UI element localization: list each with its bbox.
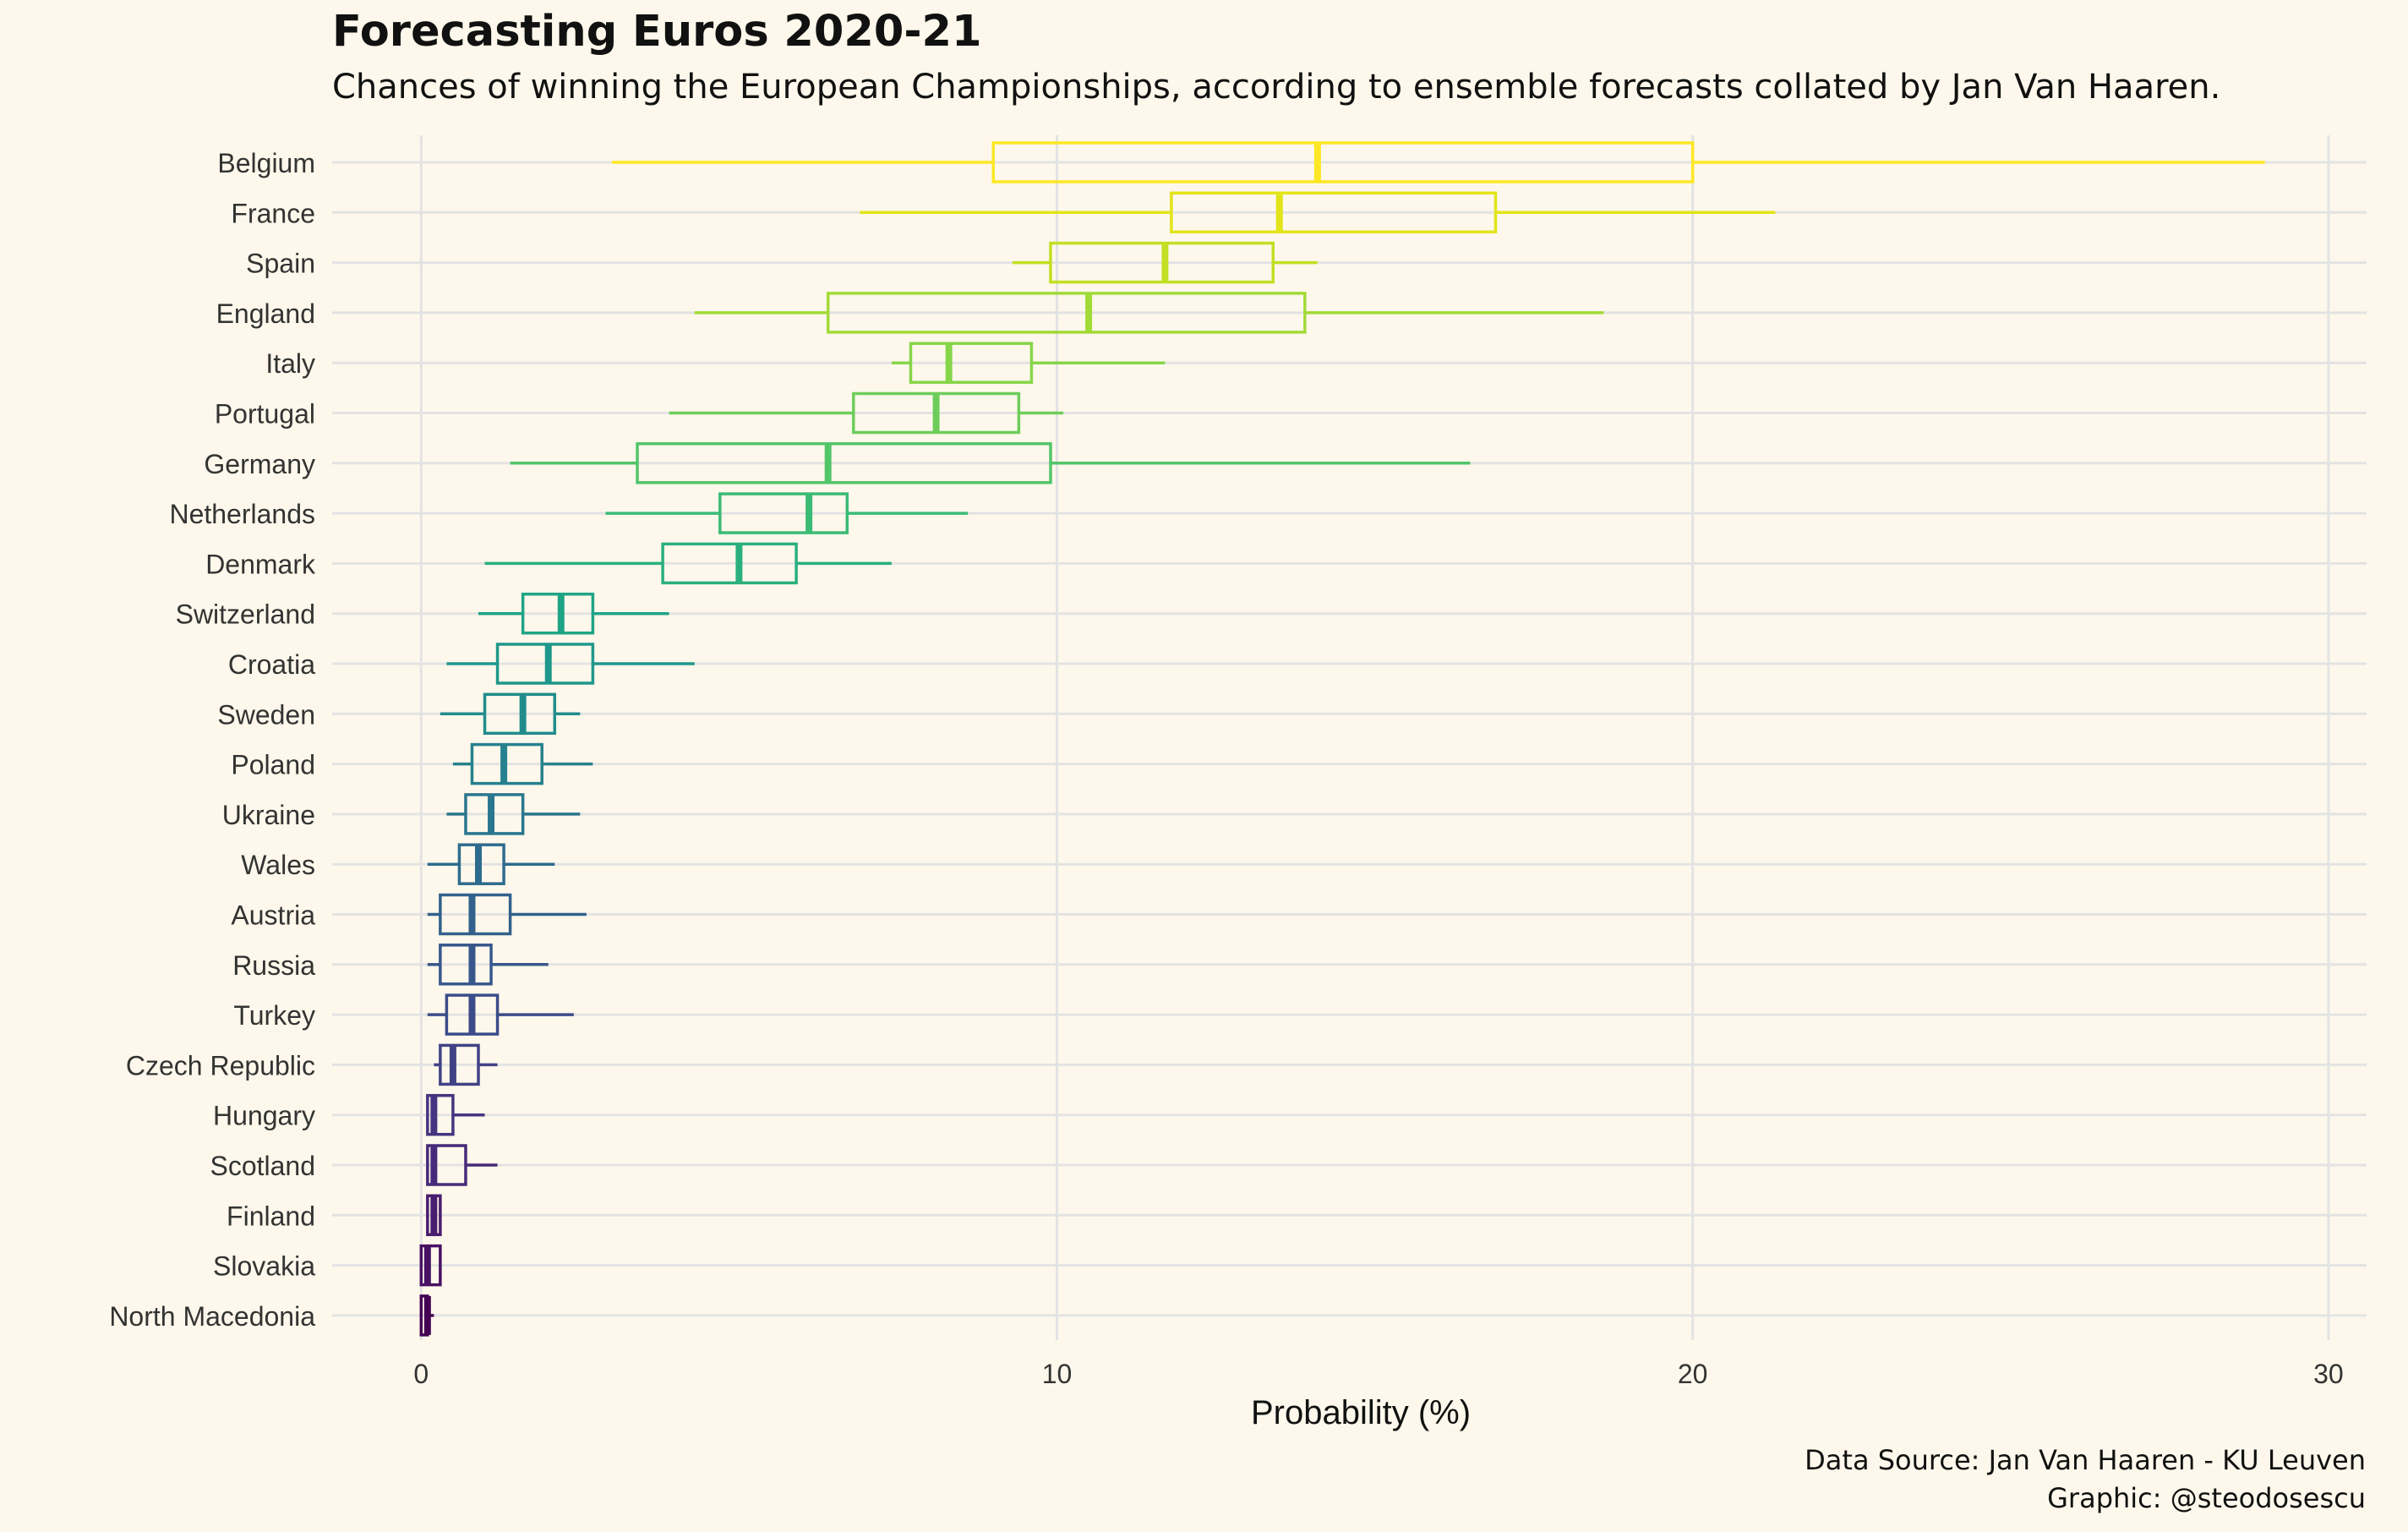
label-layer: 0 10 20 30 Belgium France Spain England Italy Por… xyxy=(109,148,2343,1389)
y-tick-label-wales: Wales xyxy=(241,850,315,880)
box-spain xyxy=(1012,241,1318,284)
mark-layer xyxy=(419,141,2265,1337)
y-tick-label-italy: Italy xyxy=(265,348,315,379)
iqr-box-germany xyxy=(636,442,1052,484)
iqr-box-italy xyxy=(909,342,1034,384)
iqr-box-hungary xyxy=(426,1093,455,1136)
y-tick-label-england: England xyxy=(216,298,315,329)
iqr-box-england xyxy=(826,292,1307,334)
box-poland xyxy=(452,742,593,785)
x-axis-label: Probability (%) xyxy=(1251,1394,1471,1431)
box-russia xyxy=(427,944,549,986)
chart-subtitle: Chances of winning the European Champion… xyxy=(332,68,2221,107)
x-tick-label: 0 xyxy=(413,1359,429,1389)
box-netherlands xyxy=(605,492,969,534)
grid-layer xyxy=(332,135,2367,1340)
y-tick-label-turkey: Turkey xyxy=(233,1000,315,1031)
box-italy xyxy=(891,342,1166,384)
box-ukraine xyxy=(446,793,581,835)
iqr-box-france xyxy=(1170,191,1498,234)
y-tick-label-belgium: Belgium xyxy=(217,148,315,178)
iqr-box-scotland xyxy=(426,1144,467,1186)
x-tick-label: 30 xyxy=(2313,1359,2344,1389)
y-tick-label-portugal: Portugal xyxy=(215,399,315,430)
y-tick-label-poland: Poland xyxy=(231,750,315,780)
y-tick-label-sweden: Sweden xyxy=(217,699,315,730)
y-tick-label-russia: Russia xyxy=(232,950,315,981)
y-tick-label-hungary: Hungary xyxy=(213,1101,315,1131)
box-france xyxy=(860,191,1776,234)
iqr-box-denmark xyxy=(661,542,798,585)
y-tick-label-austria: Austria xyxy=(231,900,315,931)
y-tick-label-croatia: Croatia xyxy=(228,649,315,680)
box-sweden xyxy=(440,692,581,736)
y-tick-label-switzerland: Switzerland xyxy=(176,599,315,630)
x-tick-label: 20 xyxy=(1678,1359,1708,1389)
y-tick-label-germany: Germany xyxy=(204,449,315,479)
box-slovakia xyxy=(419,1244,442,1287)
box-germany xyxy=(510,442,1471,484)
box-finland xyxy=(426,1194,442,1237)
caption-source: Data Source: Jan Van Haaren - KU Leuven xyxy=(1805,1444,2366,1476)
box-croatia xyxy=(446,643,695,685)
box-portugal xyxy=(669,391,1064,435)
iqr-box-belgium xyxy=(991,141,1695,183)
caption: Data Source: Jan Van Haaren - KU Leuven … xyxy=(1805,1442,2366,1518)
box-england xyxy=(694,292,1604,334)
y-tick-label-france: France xyxy=(231,198,315,228)
y-tick-label-scotland: Scotland xyxy=(210,1151,315,1181)
box-turkey xyxy=(427,993,574,1036)
box-wales xyxy=(427,843,555,885)
y-tick-label-spain: Spain xyxy=(246,249,315,279)
box-scotland xyxy=(426,1144,498,1186)
caption-credit: Graphic: @steodosescu xyxy=(2047,1482,2366,1514)
iqr-box-netherlands xyxy=(718,492,849,534)
box-north-macedonia xyxy=(419,1294,434,1337)
y-tick-label-netherlands: Netherlands xyxy=(169,499,315,529)
x-tick-label: 10 xyxy=(1042,1359,1073,1389)
box-belgium xyxy=(611,141,2265,183)
box-hungary xyxy=(426,1093,485,1136)
chart-title: Forecasting Euros 2020-21 xyxy=(332,7,982,57)
y-tick-label-denmark: Denmark xyxy=(205,549,316,579)
y-tick-label-north-macedonia: North Macedonia xyxy=(109,1301,315,1332)
box-austria xyxy=(427,893,587,936)
box-czech-republic xyxy=(434,1043,498,1086)
y-tick-label-slovakia: Slovakia xyxy=(213,1251,315,1282)
y-tick-label-czech-republic: Czech Republic xyxy=(126,1050,315,1081)
iqr-box-czech-republic xyxy=(439,1043,480,1086)
box-denmark xyxy=(484,542,892,585)
box-switzerland xyxy=(478,592,669,635)
iqr-box-russia xyxy=(439,944,493,986)
y-tick-label-finland: Finland xyxy=(227,1201,315,1231)
y-tick-label-ukraine: Ukraine xyxy=(222,800,315,830)
